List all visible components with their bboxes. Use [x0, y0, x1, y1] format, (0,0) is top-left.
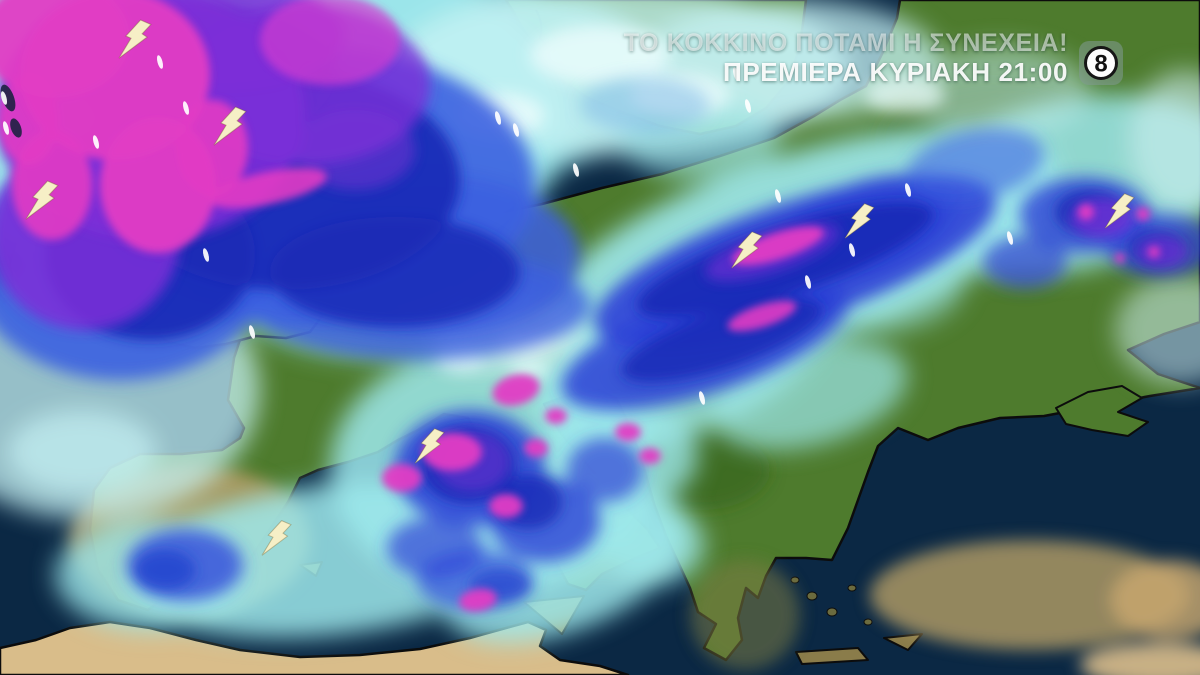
hebrides-marks [0, 84, 22, 138]
raindrop-icon [182, 101, 190, 115]
raindrop-icon [156, 55, 164, 69]
raindrop-icon [1006, 231, 1014, 245]
raindrop-icon [2, 121, 10, 135]
rain-extreme-layer [0, 0, 1160, 612]
land-cyprus [883, 633, 923, 651]
raindrop-icon [698, 391, 706, 405]
channel-number: 8 [1094, 51, 1107, 78]
raindrop-icon [248, 325, 256, 339]
land-crimea [1055, 385, 1149, 437]
raindrop-icon [904, 183, 912, 197]
raindrop-icon [848, 243, 856, 257]
raindrop-layer [0, 55, 1014, 405]
channel-8-icon: 8 [1079, 41, 1123, 85]
raindrop-icon [92, 135, 100, 149]
raindrop-icon [512, 123, 520, 137]
raindrop-icon [744, 99, 752, 113]
raindrop-icon [732, 67, 740, 81]
channel-logo: 8 [1078, 40, 1124, 86]
raindrop-icon [804, 275, 812, 289]
raindrop-icon [0, 91, 8, 105]
raindrop-icon [494, 111, 502, 125]
raindrop-icon [202, 248, 210, 262]
raindrop-icon [572, 163, 580, 177]
raindrop-icon [774, 189, 782, 203]
land-crete [795, 647, 869, 665]
